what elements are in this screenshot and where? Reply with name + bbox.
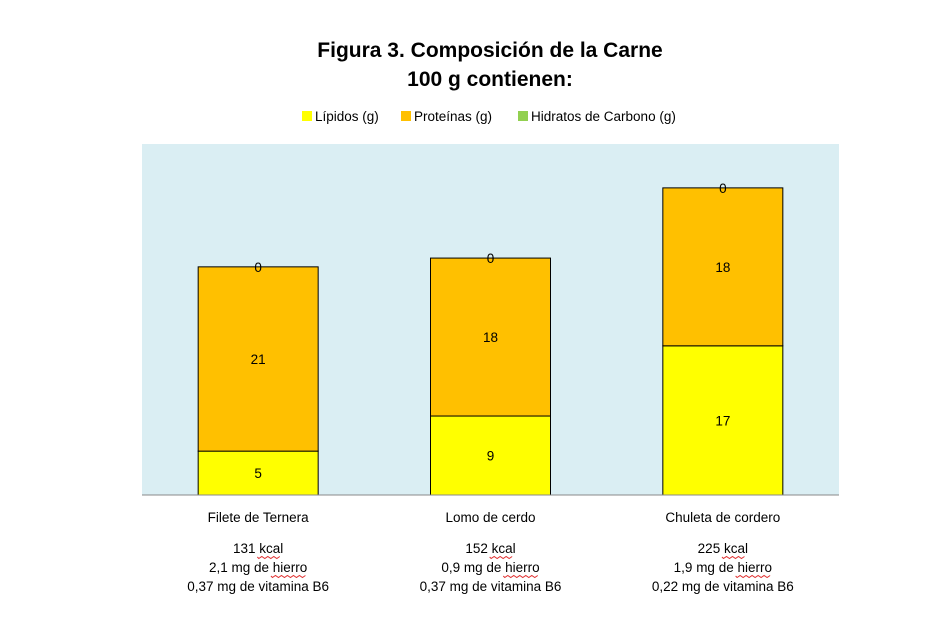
note-2-line-1: 152 kcal <box>465 541 515 556</box>
note-2-line-3: 0,37 mg de vitamina B6 <box>420 579 562 594</box>
note-3-line-3: 0,22 mg de vitamina B6 <box>652 579 794 594</box>
legend: Lípidos (g) Proteínas (g) Hidratos de Carb… <box>302 109 676 124</box>
data-label-3-series-1: 17 <box>715 413 730 428</box>
legend-swatch-1 <box>302 111 312 121</box>
data-label-3-series-3: 0 <box>719 181 727 196</box>
bar-2-series-1 <box>430 415 551 496</box>
data-label-2-series-2: 18 <box>483 330 498 345</box>
chart-subtitle: 100 g contienen: <box>407 68 573 91</box>
x-tick-labels: Filete de Ternera Lomo de cerdo Chuleta de… <box>208 510 781 525</box>
x-tick-label-3: Chuleta de cordero <box>665 510 780 525</box>
spellcheck-underline-3-1 <box>721 555 745 560</box>
spellcheck-underline-2-2 <box>502 574 539 579</box>
legend-swatch-3 <box>518 111 528 121</box>
bar-1-series-1 <box>197 450 319 496</box>
legend-label-2: Proteínas (g) <box>414 109 492 124</box>
legend-label-3: Hidratos de Carbono (g) <box>531 109 676 124</box>
legend-label-1: Lípidos (g) <box>315 109 379 124</box>
note-3-line-2: 1,9 mg de hierro <box>674 560 772 575</box>
note-3-line-1: 225 kcal <box>698 541 748 556</box>
spellcheck-underline-3-2 <box>735 574 771 579</box>
spellcheck-underline-1-1 <box>256 555 281 560</box>
spellcheck-underline-1-2 <box>270 574 306 579</box>
data-label-1-series-1: 5 <box>254 466 262 481</box>
x-tick-label-1: Filete de Ternera <box>208 510 310 525</box>
legend-swatch-2 <box>401 111 411 121</box>
chart-title: Figura 3. Composición de la Carne <box>317 39 662 62</box>
note-2-line-2: 0,9 mg de hierro <box>441 560 539 575</box>
bar-2-series-2 <box>430 257 551 417</box>
bar-3-series-2 <box>662 187 784 347</box>
bar-1-series-2 <box>197 266 319 452</box>
note-1-line-1: 131 kcal <box>233 541 283 556</box>
bars: 5 21 0 9 18 0 17 18 0 <box>197 181 784 496</box>
data-label-2-series-1: 9 <box>487 449 495 464</box>
spellcheck-underline-2-1 <box>489 555 513 560</box>
data-label-1-series-2: 21 <box>251 352 266 367</box>
note-1-line-2: 2,1 mg de hierro <box>209 560 307 575</box>
data-label-1-series-3: 0 <box>254 260 262 275</box>
category-notes: 131 kcal 2,1 mg de hierro 0,37 mg de vitam… <box>187 541 794 594</box>
data-label-3-series-2: 18 <box>715 260 730 275</box>
data-label-2-series-3: 0 <box>487 251 495 266</box>
x-tick-label-2: Lomo de cerdo <box>445 510 535 525</box>
note-1-line-3: 0,37 mg de vitamina B6 <box>187 579 329 594</box>
